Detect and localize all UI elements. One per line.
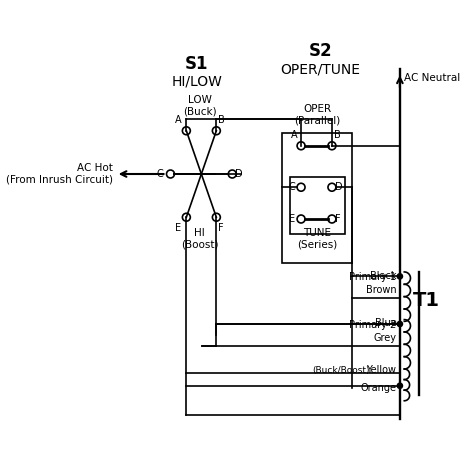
Text: E: E <box>289 214 295 224</box>
Text: S1: S1 <box>185 55 209 72</box>
Circle shape <box>397 321 402 327</box>
Text: HI/LOW: HI/LOW <box>172 74 222 88</box>
Text: Blue: Blue <box>374 318 396 328</box>
Text: Primary 1: Primary 1 <box>349 272 396 282</box>
Text: AC Hot
(From Inrush Circuit): AC Hot (From Inrush Circuit) <box>6 163 113 185</box>
Bar <box>290 177 345 234</box>
Text: D: D <box>235 169 243 179</box>
Text: A: A <box>174 116 181 125</box>
Text: OPER
(Parallel): OPER (Parallel) <box>294 104 340 125</box>
Text: Brown: Brown <box>366 285 396 295</box>
Text: (Buck/Boost): (Buck/Boost) <box>312 366 370 375</box>
Text: D: D <box>335 182 342 192</box>
Text: B: B <box>218 116 225 125</box>
Text: AC Neutral: AC Neutral <box>404 73 461 83</box>
Text: TUNE
(Series): TUNE (Series) <box>297 227 337 249</box>
Text: F: F <box>335 214 340 224</box>
Text: Black: Black <box>370 271 396 281</box>
Text: Grey: Grey <box>374 333 396 342</box>
Text: Yellow: Yellow <box>366 365 396 375</box>
Text: OPER/TUNE: OPER/TUNE <box>281 62 360 76</box>
Text: C: C <box>288 182 295 192</box>
Bar <box>282 133 352 263</box>
Text: T1: T1 <box>413 291 440 310</box>
Text: E: E <box>175 222 181 232</box>
Text: C: C <box>157 169 164 179</box>
Text: F: F <box>218 222 224 232</box>
Text: A: A <box>291 130 298 140</box>
Text: LOW
(Buck): LOW (Buck) <box>183 95 217 117</box>
Circle shape <box>397 383 402 388</box>
Circle shape <box>397 274 402 279</box>
Text: S2: S2 <box>309 42 332 60</box>
Text: B: B <box>334 130 340 140</box>
Text: Orange: Orange <box>360 383 396 393</box>
Text: HI
(Boost): HI (Boost) <box>181 227 219 249</box>
Text: Primary 2: Primary 2 <box>349 319 396 330</box>
